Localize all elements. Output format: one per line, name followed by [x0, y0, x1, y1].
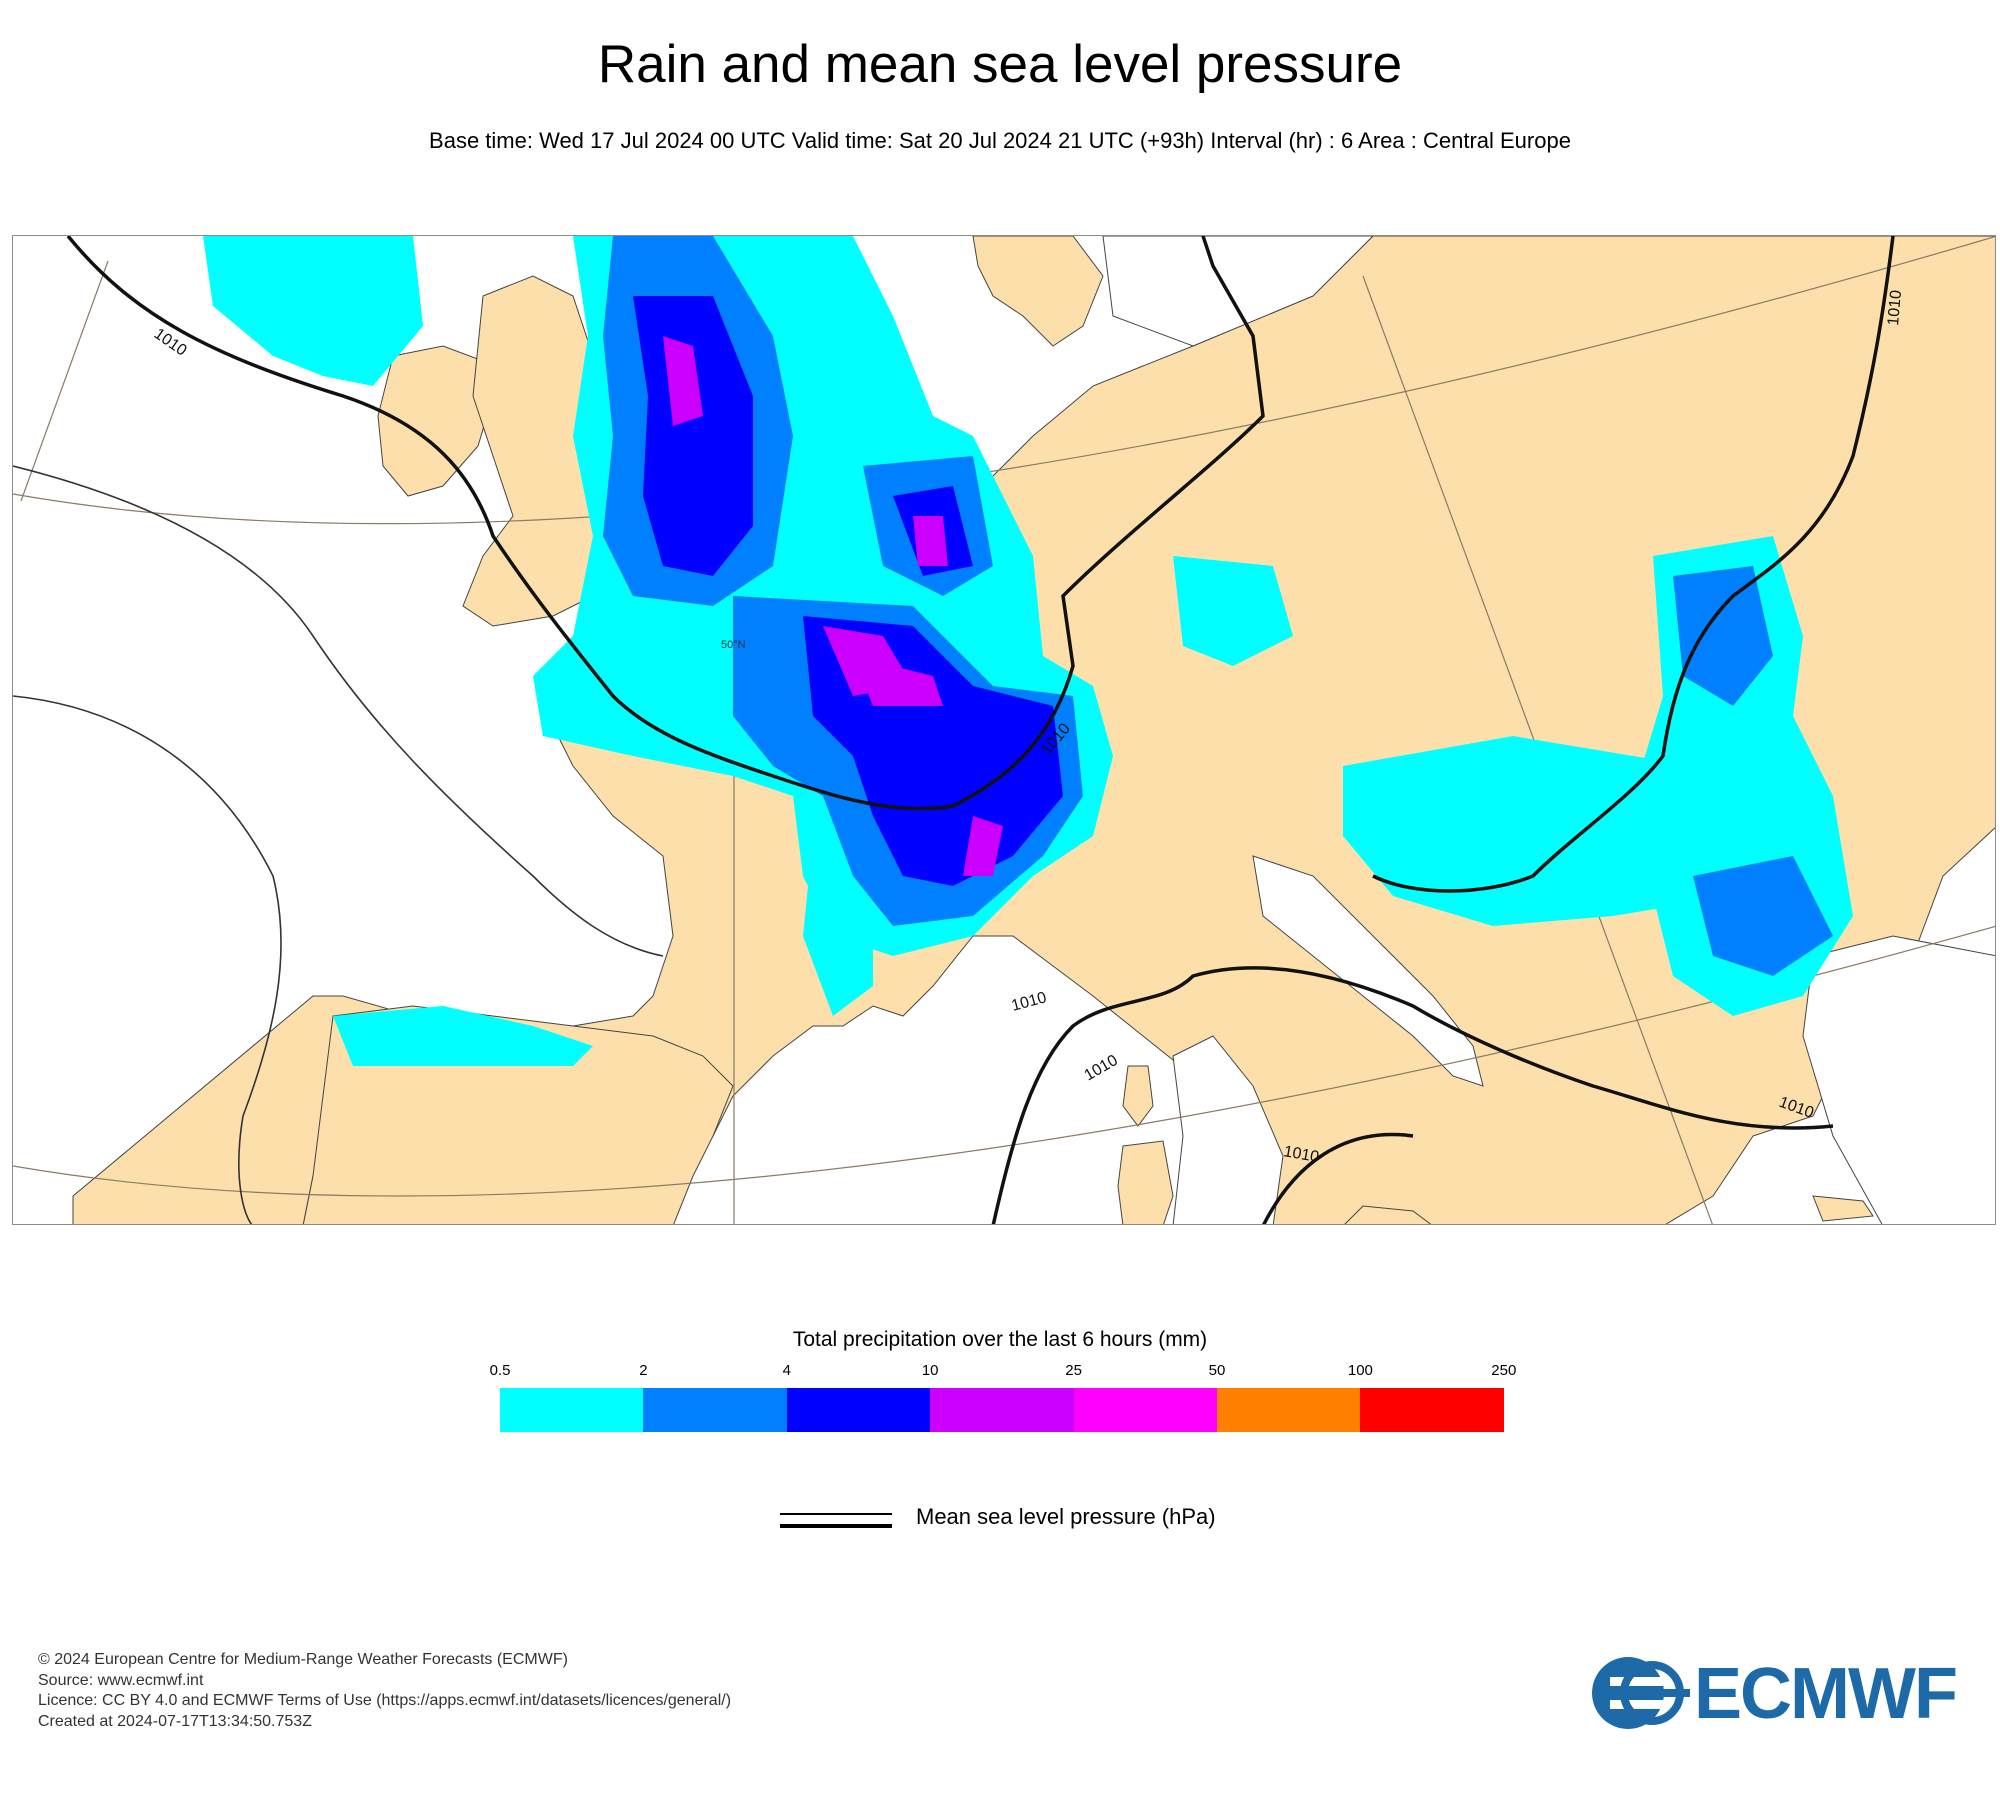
land-scandinavia-denmark: [972, 236, 1104, 347]
scale-swatch: [1073, 1388, 1217, 1432]
scale-tick-label: 250: [1491, 1362, 1517, 1379]
chart-title: Rain and mean sea level pressure: [597, 35, 1403, 94]
forecast-map: 1010 1010 1010 1010 1010 1010 1010 50°N: [12, 235, 1996, 1225]
latitude-label: 50°N: [721, 639, 746, 651]
scale-swatch: [1216, 1388, 1361, 1432]
chart-subtitle: Base time: Wed 17 Jul 2024 00 UTC Valid …: [429, 128, 1571, 153]
scale-tick-label: 25: [1065, 1362, 1082, 1379]
isobar-label: 1010: [1010, 989, 1049, 1015]
pressure-legend-label: Mean sea level pressure (hPa): [916, 1504, 1216, 1529]
thin-isobars: [13, 465, 664, 1224]
sea-baltic: [1102, 236, 1374, 347]
footer-copyright: © 2024 European Centre for Medium-Range …: [38, 1651, 568, 1668]
scale-swatch: [786, 1388, 931, 1432]
precipitation-color-scale: 0.5 2 4 10 25 50 100 250: [490, 1362, 1516, 1442]
precipitation: [203, 236, 1853, 1066]
sea-adriatic: [1252, 855, 1484, 1087]
footer-licence: Licence: CC BY 4.0 and ECMWF Terms of Us…: [38, 1692, 732, 1709]
footer-created: Created at 2024-07-17T13:34:50.753Z: [38, 1712, 312, 1730]
scale-swatch: [643, 1388, 787, 1432]
scale-tick-label: 4: [782, 1362, 791, 1379]
isobar-label: 1010: [1885, 289, 1905, 326]
scale-tick-label: 10: [921, 1362, 939, 1379]
sea-aegean: [1802, 935, 1995, 1224]
scale-swatch: [500, 1388, 644, 1432]
pressure-line-sample: [780, 1513, 892, 1528]
scale-tick-label: 2: [639, 1362, 648, 1379]
map-svg: 1010 1010 1010 1010 1010 1010 1010 50°N: [13, 236, 1995, 1224]
scale-swatches: [500, 1388, 1504, 1432]
ecmwf-logo: ECMWF: [1590, 1654, 1970, 1735]
land-crete: [1812, 1195, 1874, 1222]
scale-swatch: [1360, 1388, 1504, 1432]
land-ireland: [377, 345, 494, 497]
ecmwf-logo-text: ECMWF: [1694, 1654, 1958, 1734]
isobar-label: 1010: [1282, 1143, 1320, 1166]
land-sardinia: [1117, 1140, 1174, 1224]
scale-tick-label: 0.5: [489, 1362, 511, 1379]
pressure-legend: Mean sea level pressure (hPa): [780, 1500, 1300, 1540]
sea-tyrrhenian: [1172, 1035, 1284, 1224]
isobars: [66, 236, 1895, 1224]
seas: [1102, 236, 1995, 1224]
scale-tick-label: 100: [1347, 1362, 1373, 1379]
scale-tick-label: 50: [1208, 1362, 1226, 1379]
footer-source: Source: www.ecmwf.int: [38, 1671, 204, 1689]
legend-title: Total precipitation over the last 6 hour…: [792, 1328, 1208, 1351]
land-sicily: [1344, 1205, 1432, 1224]
land-corsica: [1122, 1065, 1154, 1127]
footer-credits: © 2024 European Centre for Medium-Range …: [38, 1650, 731, 1732]
isobar-label: 1010: [1082, 1052, 1121, 1085]
scale-swatch: [930, 1388, 1074, 1432]
ecmwf-logo-icon: [1592, 1657, 1690, 1729]
isobar-label: 1010: [151, 325, 190, 359]
